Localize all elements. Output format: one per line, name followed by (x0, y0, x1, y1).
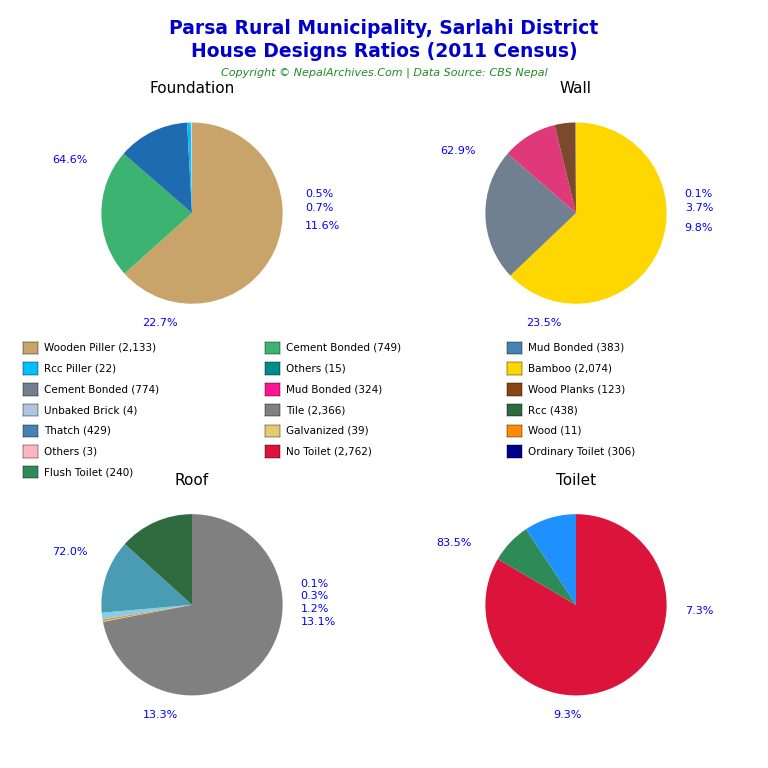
Text: Others (15): Others (15) (286, 363, 346, 374)
Wedge shape (124, 123, 192, 214)
Text: Rcc (438): Rcc (438) (528, 405, 578, 415)
Text: Unbaked Brick (4): Unbaked Brick (4) (44, 405, 137, 415)
Text: No Toilet (2,762): No Toilet (2,762) (286, 446, 372, 457)
Wedge shape (554, 123, 576, 214)
Text: Bamboo (2,074): Bamboo (2,074) (528, 363, 611, 374)
Text: 13.3%: 13.3% (143, 710, 178, 720)
Text: Cement Bonded (774): Cement Bonded (774) (44, 384, 159, 395)
Text: Tile (2,366): Tile (2,366) (286, 405, 345, 415)
Text: Mud Bonded (324): Mud Bonded (324) (286, 384, 382, 395)
Text: 0.1%: 0.1% (685, 189, 713, 199)
Text: 3.7%: 3.7% (685, 204, 713, 214)
Text: Flush Toilet (240): Flush Toilet (240) (44, 467, 133, 478)
Wedge shape (508, 125, 576, 214)
Text: Cement Bonded (749): Cement Bonded (749) (286, 343, 401, 353)
Wedge shape (498, 529, 576, 605)
Text: 64.6%: 64.6% (52, 155, 88, 165)
Text: Wood (11): Wood (11) (528, 425, 581, 436)
Text: House Designs Ratios (2011 Census): House Designs Ratios (2011 Census) (190, 42, 578, 61)
Title: Toilet: Toilet (556, 472, 596, 488)
Text: Others (3): Others (3) (44, 446, 97, 457)
Text: 0.7%: 0.7% (305, 204, 333, 214)
Wedge shape (190, 123, 192, 214)
Text: Wooden Piller (2,133): Wooden Piller (2,133) (44, 343, 156, 353)
Text: 0.3%: 0.3% (301, 591, 329, 601)
Text: 83.5%: 83.5% (436, 538, 472, 548)
Text: 22.7%: 22.7% (143, 319, 178, 329)
Wedge shape (103, 605, 192, 621)
Text: Thatch (429): Thatch (429) (44, 425, 111, 436)
Text: 0.1%: 0.1% (301, 578, 329, 589)
Wedge shape (103, 515, 283, 695)
Title: Roof: Roof (175, 472, 209, 488)
Text: 72.0%: 72.0% (52, 547, 88, 557)
Text: 1.2%: 1.2% (301, 604, 329, 614)
Wedge shape (187, 123, 192, 214)
Text: Copyright © NepalArchives.Com | Data Source: CBS Nepal: Copyright © NepalArchives.Com | Data Sou… (220, 68, 548, 78)
Text: Galvanized (39): Galvanized (39) (286, 425, 369, 436)
Text: 9.8%: 9.8% (685, 223, 713, 233)
Text: 0.5%: 0.5% (305, 189, 333, 199)
Text: 13.1%: 13.1% (301, 617, 336, 627)
Text: Wood Planks (123): Wood Planks (123) (528, 384, 625, 395)
Wedge shape (103, 605, 192, 622)
Wedge shape (526, 515, 576, 605)
Wedge shape (485, 515, 667, 695)
Text: 11.6%: 11.6% (305, 221, 340, 231)
Wedge shape (510, 123, 667, 303)
Wedge shape (485, 154, 576, 276)
Text: 62.9%: 62.9% (440, 146, 476, 156)
Wedge shape (101, 605, 192, 620)
Title: Wall: Wall (560, 81, 592, 96)
Text: Ordinary Toilet (306): Ordinary Toilet (306) (528, 446, 635, 457)
Text: Rcc Piller (22): Rcc Piller (22) (44, 363, 116, 374)
Wedge shape (124, 515, 192, 605)
Text: Parsa Rural Municipality, Sarlahi District: Parsa Rural Municipality, Sarlahi Distri… (170, 19, 598, 38)
Text: 23.5%: 23.5% (527, 319, 562, 329)
Wedge shape (101, 544, 192, 613)
Text: Mud Bonded (383): Mud Bonded (383) (528, 343, 624, 353)
Text: 7.3%: 7.3% (685, 606, 713, 616)
Wedge shape (101, 154, 192, 273)
Wedge shape (124, 123, 283, 303)
Text: 9.3%: 9.3% (553, 710, 581, 720)
Title: Foundation: Foundation (149, 81, 235, 96)
